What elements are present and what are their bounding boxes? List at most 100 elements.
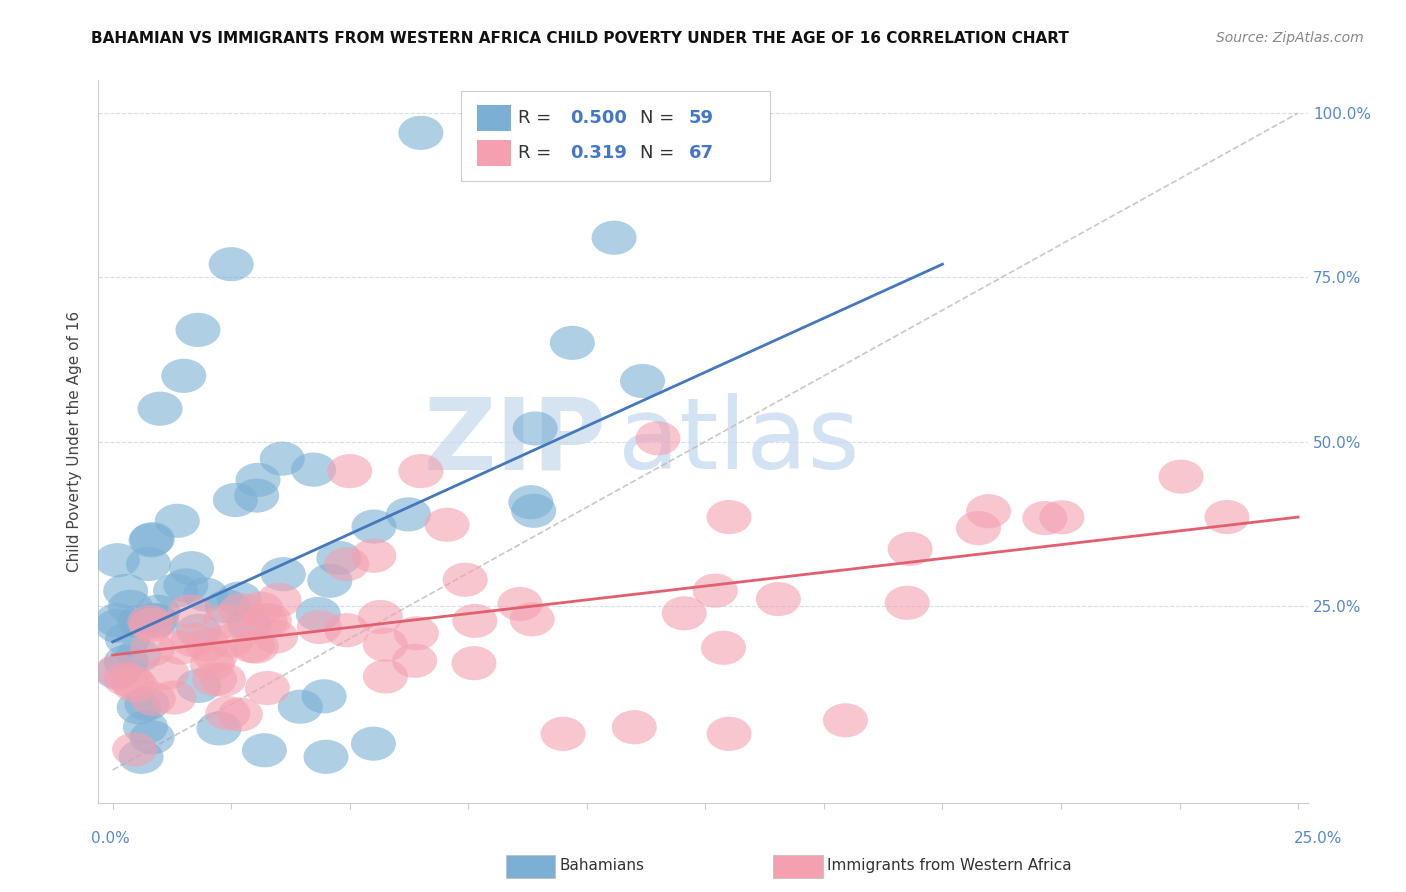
- Ellipse shape: [243, 604, 288, 638]
- Ellipse shape: [172, 623, 217, 657]
- Text: R =: R =: [517, 109, 557, 127]
- Ellipse shape: [155, 504, 200, 538]
- Ellipse shape: [132, 603, 177, 637]
- Ellipse shape: [278, 690, 323, 723]
- Text: N =: N =: [640, 109, 681, 127]
- Ellipse shape: [509, 485, 554, 519]
- Ellipse shape: [233, 630, 278, 664]
- Ellipse shape: [707, 500, 752, 534]
- Ellipse shape: [392, 644, 437, 678]
- Text: Immigrants from Western Africa: Immigrants from Western Africa: [827, 858, 1071, 872]
- Ellipse shape: [122, 710, 167, 744]
- Ellipse shape: [135, 595, 180, 629]
- FancyBboxPatch shape: [477, 105, 510, 131]
- Ellipse shape: [105, 623, 150, 657]
- Ellipse shape: [127, 605, 173, 640]
- Ellipse shape: [157, 631, 202, 665]
- Ellipse shape: [238, 591, 283, 626]
- Ellipse shape: [217, 582, 262, 615]
- Ellipse shape: [425, 508, 470, 541]
- Y-axis label: Child Poverty Under the Age of 16: Child Poverty Under the Age of 16: [67, 311, 83, 572]
- Ellipse shape: [143, 656, 188, 690]
- Ellipse shape: [513, 411, 558, 446]
- Ellipse shape: [129, 720, 174, 755]
- Ellipse shape: [212, 483, 257, 517]
- Ellipse shape: [208, 624, 253, 657]
- Ellipse shape: [966, 494, 1011, 528]
- Ellipse shape: [138, 392, 183, 425]
- Ellipse shape: [1022, 501, 1067, 535]
- Ellipse shape: [260, 442, 305, 475]
- Ellipse shape: [235, 463, 281, 497]
- Ellipse shape: [176, 614, 221, 648]
- Ellipse shape: [1159, 459, 1204, 494]
- Ellipse shape: [352, 539, 396, 573]
- Ellipse shape: [127, 547, 172, 581]
- Ellipse shape: [112, 668, 157, 703]
- Ellipse shape: [104, 645, 149, 679]
- Ellipse shape: [363, 628, 408, 662]
- Ellipse shape: [197, 711, 242, 746]
- Ellipse shape: [540, 717, 586, 751]
- Ellipse shape: [94, 543, 141, 577]
- Ellipse shape: [325, 613, 370, 648]
- Text: N =: N =: [640, 145, 681, 162]
- Ellipse shape: [498, 587, 543, 621]
- Ellipse shape: [242, 733, 287, 767]
- Text: ZIP: ZIP: [423, 393, 606, 490]
- Ellipse shape: [169, 551, 214, 585]
- Ellipse shape: [124, 687, 169, 721]
- Ellipse shape: [325, 547, 370, 582]
- Ellipse shape: [451, 646, 496, 681]
- Text: atlas: atlas: [619, 393, 860, 490]
- Ellipse shape: [153, 574, 198, 607]
- Ellipse shape: [96, 654, 141, 688]
- Ellipse shape: [693, 574, 738, 607]
- Ellipse shape: [297, 610, 342, 644]
- Ellipse shape: [193, 662, 238, 697]
- Ellipse shape: [226, 607, 271, 641]
- Ellipse shape: [117, 690, 162, 724]
- Ellipse shape: [352, 727, 396, 761]
- Ellipse shape: [167, 594, 212, 629]
- Ellipse shape: [316, 541, 361, 575]
- Ellipse shape: [823, 703, 868, 738]
- Ellipse shape: [176, 313, 221, 347]
- Ellipse shape: [131, 681, 176, 716]
- Ellipse shape: [352, 509, 396, 543]
- Ellipse shape: [208, 247, 253, 281]
- Ellipse shape: [592, 220, 637, 255]
- Text: Source: ZipAtlas.com: Source: ZipAtlas.com: [1216, 31, 1364, 45]
- Ellipse shape: [363, 659, 408, 694]
- Ellipse shape: [205, 696, 250, 731]
- Ellipse shape: [193, 639, 238, 673]
- Ellipse shape: [112, 732, 157, 766]
- Ellipse shape: [756, 582, 801, 616]
- Ellipse shape: [152, 681, 197, 714]
- Ellipse shape: [398, 454, 443, 488]
- Ellipse shape: [707, 717, 752, 751]
- Ellipse shape: [956, 511, 1001, 545]
- Ellipse shape: [662, 596, 707, 631]
- Ellipse shape: [163, 568, 208, 602]
- Ellipse shape: [219, 593, 264, 627]
- Ellipse shape: [253, 619, 298, 654]
- Ellipse shape: [509, 602, 555, 636]
- Ellipse shape: [260, 558, 305, 591]
- Ellipse shape: [636, 421, 681, 455]
- Ellipse shape: [398, 116, 443, 150]
- Ellipse shape: [328, 454, 373, 488]
- FancyBboxPatch shape: [461, 91, 769, 181]
- Ellipse shape: [620, 364, 665, 398]
- Ellipse shape: [443, 563, 488, 597]
- Text: 25.0%: 25.0%: [1295, 831, 1343, 846]
- Ellipse shape: [108, 590, 153, 624]
- Ellipse shape: [218, 698, 263, 731]
- Ellipse shape: [229, 629, 274, 663]
- Ellipse shape: [201, 663, 246, 697]
- Text: 0.319: 0.319: [569, 145, 627, 162]
- Ellipse shape: [245, 671, 290, 705]
- Ellipse shape: [291, 452, 336, 487]
- Ellipse shape: [512, 493, 557, 528]
- Text: 0.0%: 0.0%: [91, 831, 131, 846]
